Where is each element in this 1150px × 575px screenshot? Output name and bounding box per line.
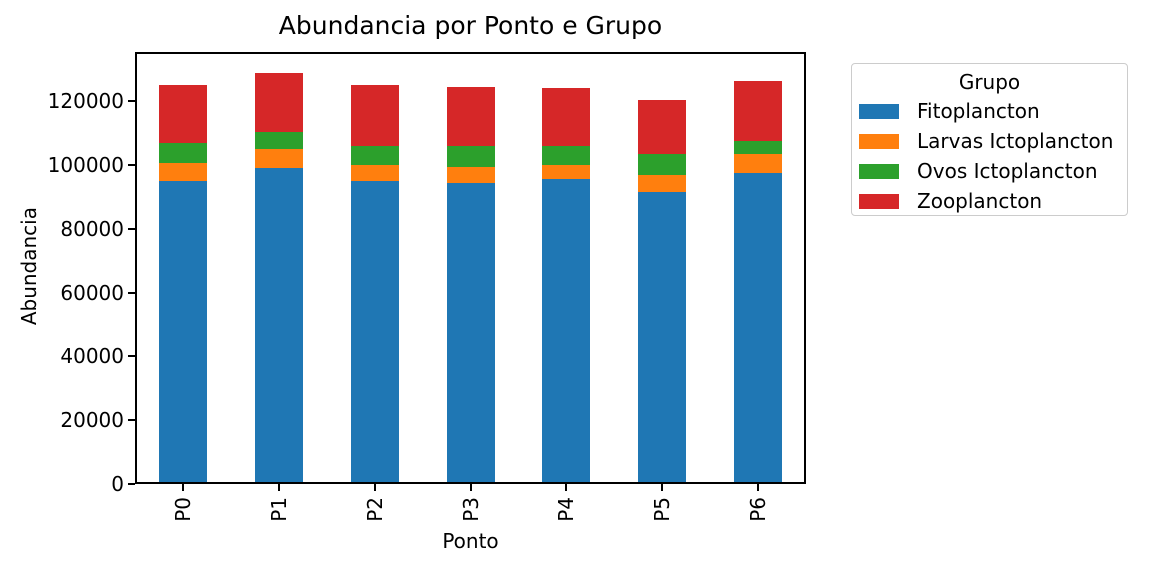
x-tick-mark-p3 <box>469 484 472 491</box>
legend-title: Grupo <box>958 70 1021 94</box>
legend-swatch-zooplancton <box>859 193 899 209</box>
y-tick-label-0: 0 <box>111 472 124 496</box>
y-tick-label-120000: 120000 <box>47 89 124 114</box>
legend-items: Fitoplancton Larvas Ictoplancton Ovos Icto… <box>852 96 1127 216</box>
x-tick-label-p5: P5 <box>650 497 675 522</box>
bar-p3-segment-larvas-ictoplancton <box>446 166 495 183</box>
bar-p6-segment-zooplancton <box>734 80 783 142</box>
bar-p6-segment-fitoplancton <box>734 173 783 484</box>
bar-p3-segment-ovos-ictoplancton <box>446 145 495 167</box>
legend-swatch-ovos-ictoplancton <box>859 163 899 179</box>
bar-p1-segment-ovos-ictoplancton <box>254 131 303 150</box>
bar-p5-segment-ovos-ictoplancton <box>638 153 687 175</box>
legend-item-fitoplancton: Fitoplancton <box>852 96 1127 126</box>
legend: Grupo Fitoplancton Larvas Ictoplancton Ovo… <box>851 63 1128 216</box>
legend-label-fitoplancton: Fitoplancton <box>917 99 1040 123</box>
x-tick-mark-p2 <box>373 484 376 491</box>
legend-label-zooplancton: Zooplancton <box>917 189 1043 213</box>
bar-p2-segment-zooplancton <box>350 85 399 146</box>
x-tick-mark-p0 <box>181 484 184 491</box>
bar-p0-segment-zooplancton <box>158 85 207 143</box>
x-tick-label-p4: P4 <box>554 497 579 522</box>
legend-item-zooplancton: Zooplancton <box>852 186 1127 216</box>
legend-item-larvas-ictoplancton: Larvas Ictoplancton <box>852 126 1127 156</box>
bar-p5-segment-larvas-ictoplancton <box>638 174 687 193</box>
y-tick-label-100000: 100000 <box>47 153 124 178</box>
chart-title: Abundancia por Ponto e Grupo <box>278 11 663 40</box>
bar-p2-segment-larvas-ictoplancton <box>350 165 399 181</box>
y-tick-mark-20000 <box>128 419 135 422</box>
x-tick-label-p6: P6 <box>746 497 771 522</box>
bar-p4-segment-zooplancton <box>542 87 591 146</box>
legend-swatch-fitoplancton <box>859 103 899 119</box>
bar-p0-segment-larvas-ictoplancton <box>158 163 207 181</box>
legend-label-larvas-ictoplancton: Larvas Ictoplancton <box>917 129 1114 153</box>
x-tick-label-p2: P2 <box>362 497 387 522</box>
bar-p3-segment-fitoplancton <box>446 182 495 484</box>
y-tick-label-60000: 60000 <box>60 280 124 305</box>
y-tick-mark-60000 <box>128 291 135 294</box>
legend-item-ovos-ictoplancton: Ovos Ictoplancton <box>852 156 1127 186</box>
x-tick-mark-p6 <box>757 484 760 491</box>
y-tick-mark-0 <box>128 483 135 485</box>
y-tick-label-80000: 80000 <box>60 216 124 241</box>
x-tick-label-p1: P1 <box>266 497 291 522</box>
bar-p1-segment-fitoplancton <box>254 168 303 484</box>
x-tick-label-p3: P3 <box>458 497 483 522</box>
y-tick-mark-100000 <box>128 164 135 167</box>
bar-p3-segment-zooplancton <box>446 86 495 146</box>
bar-p5-segment-fitoplancton <box>638 192 687 484</box>
x-tick-mark-p4 <box>565 484 568 491</box>
legend-swatch-larvas-ictoplancton <box>859 133 899 149</box>
legend-label-ovos-ictoplancton: Ovos Ictoplancton <box>917 159 1098 183</box>
y-tick-mark-40000 <box>128 355 135 358</box>
y-tick-label-20000: 20000 <box>60 408 124 433</box>
y-tick-mark-80000 <box>128 227 135 230</box>
bar-p1-segment-larvas-ictoplancton <box>254 149 303 169</box>
y-tick-label-40000: 40000 <box>60 344 124 369</box>
x-tick-mark-p5 <box>661 484 664 491</box>
x-tick-mark-p1 <box>277 484 280 491</box>
x-tick-label-p0: P0 <box>170 497 195 522</box>
bar-p2-segment-fitoplancton <box>350 181 399 484</box>
bar-p6-segment-larvas-ictoplancton <box>734 153 783 174</box>
bar-p4-segment-larvas-ictoplancton <box>542 165 591 180</box>
bar-p1-segment-zooplancton <box>254 72 303 132</box>
y-tick-mark-120000 <box>128 100 135 103</box>
bar-p2-segment-ovos-ictoplancton <box>350 145 399 166</box>
bar-p6-segment-ovos-ictoplancton <box>734 141 783 154</box>
bar-p4-segment-fitoplancton <box>542 179 591 484</box>
bar-p5-segment-zooplancton <box>638 99 687 154</box>
bar-p4-segment-ovos-ictoplancton <box>542 145 591 166</box>
bar-p0-segment-ovos-ictoplancton <box>158 142 207 164</box>
bar-p0-segment-fitoplancton <box>158 181 207 484</box>
x-axis-label: Ponto <box>442 529 499 553</box>
